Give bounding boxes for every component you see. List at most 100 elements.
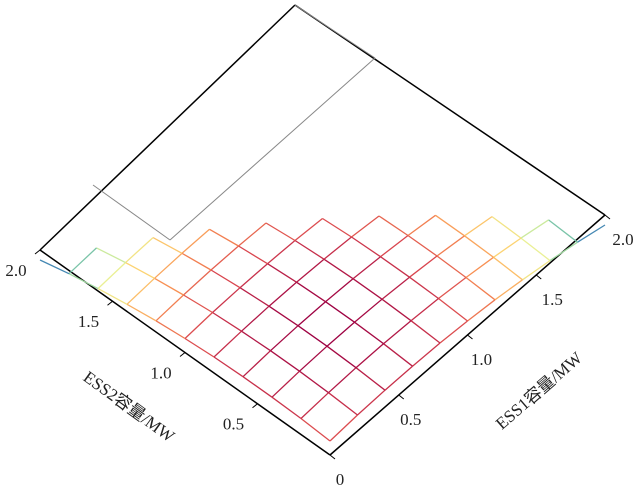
- mesh-edge: [467, 299, 496, 322]
- mesh-edge: [329, 414, 358, 442]
- mesh-edge: [300, 392, 329, 419]
- mesh-edge: [494, 279, 523, 301]
- mesh-edge: [213, 330, 242, 358]
- mesh-edge: [355, 367, 386, 391]
- mesh-edge: [126, 303, 157, 322]
- y-tick-label: 0.5: [223, 415, 244, 434]
- mesh-edge: [268, 281, 297, 307]
- x-axis-label: ESS1容量/MW: [492, 348, 586, 434]
- box-edge: [39, 4, 296, 251]
- mesh-edge: [297, 325, 328, 347]
- mesh-edge: [438, 297, 468, 322]
- mesh-edge: [270, 350, 300, 372]
- x-tick-label: 0: [336, 470, 345, 489]
- mesh-edge: [154, 277, 184, 296]
- mesh-edge: [407, 234, 438, 257]
- mesh-edge: [68, 247, 97, 275]
- mesh-edge: [326, 345, 357, 369]
- mesh-edge: [381, 276, 410, 300]
- x-tick: [398, 394, 405, 400]
- mesh-edge: [242, 376, 273, 398]
- mesh-edge: [354, 298, 383, 323]
- mesh-edge: [271, 396, 302, 420]
- mesh: [39, 214, 606, 442]
- mesh-edge: [184, 312, 213, 339]
- mesh-edge: [296, 258, 325, 283]
- mesh-edge: [299, 370, 329, 394]
- mesh-edge: [267, 240, 296, 265]
- mesh-edge: [183, 294, 213, 314]
- mesh-edge: [436, 235, 465, 257]
- mesh-edge: [520, 219, 549, 239]
- mesh-edge: [384, 365, 413, 391]
- mesh-edge: [436, 255, 467, 279]
- mesh-edge: [181, 228, 210, 254]
- mesh-edge: [409, 276, 439, 300]
- box-edge: [169, 57, 376, 241]
- mesh-edge: [465, 276, 496, 301]
- mesh-edge: [96, 247, 126, 264]
- y-tick: [252, 403, 258, 409]
- mesh-edge: [155, 320, 186, 340]
- mesh-edge: [435, 214, 465, 237]
- box-edge: [294, 4, 606, 216]
- y-tick: [107, 300, 113, 306]
- mesh-edge: [493, 256, 523, 281]
- mesh-edge: [125, 262, 155, 279]
- mesh-edge: [412, 342, 441, 367]
- box-edge: [294, 4, 376, 59]
- x-tick: [604, 214, 611, 220]
- mesh-edge: [184, 337, 215, 358]
- mesh-edge: [39, 259, 70, 275]
- mesh-edge: [265, 222, 296, 242]
- mesh-edge: [328, 367, 357, 394]
- x-tick-label: 1.5: [542, 290, 563, 309]
- mesh-edge: [297, 301, 326, 327]
- mesh-edge: [522, 260, 551, 281]
- mesh-edge: [238, 245, 268, 265]
- mesh-edge: [464, 235, 494, 258]
- x-tick: [329, 454, 336, 460]
- mesh-edge: [380, 256, 410, 278]
- mesh-edge: [271, 370, 300, 398]
- x-tick: [467, 334, 473, 340]
- mesh-edge: [323, 258, 354, 280]
- mesh-edge: [155, 294, 184, 322]
- y-tick-label: 2.0: [5, 261, 26, 280]
- x-tick: [535, 274, 542, 280]
- mesh-edge: [97, 262, 126, 290]
- mesh-edge: [548, 219, 578, 243]
- x-tick-label: 0.5: [400, 410, 421, 429]
- mesh-edge: [465, 256, 494, 279]
- mesh-edge: [354, 321, 384, 345]
- mesh-edge: [242, 350, 271, 378]
- mesh-edge: [183, 269, 212, 296]
- mesh-edge: [352, 256, 381, 280]
- mesh-edge: [407, 214, 436, 237]
- mesh-edge: [97, 288, 128, 305]
- mesh-edge: [212, 311, 242, 332]
- mesh-edge: [323, 236, 352, 260]
- mesh-edge: [68, 273, 99, 290]
- mesh-edge: [294, 217, 323, 242]
- mesh-edge: [299, 345, 328, 372]
- mesh-edge: [383, 343, 413, 367]
- mesh-edge: [154, 252, 183, 279]
- mesh-edge: [352, 278, 383, 300]
- mesh-edge: [125, 237, 154, 264]
- x-tick-label: 2.0: [612, 230, 633, 249]
- mesh-edge: [152, 237, 183, 254]
- mesh-edge: [268, 305, 299, 327]
- mesh-edge: [438, 276, 467, 300]
- mesh-edge: [355, 343, 384, 369]
- y-tick-label: 1.5: [78, 312, 99, 331]
- mesh-edge: [520, 237, 551, 262]
- mesh-edge: [326, 321, 355, 347]
- mesh-edge: [238, 222, 267, 247]
- mesh-edge: [383, 320, 412, 345]
- mesh-edge: [357, 389, 386, 416]
- mesh-edge: [325, 278, 354, 303]
- mesh-edge: [300, 417, 331, 442]
- mesh-edge: [325, 301, 355, 323]
